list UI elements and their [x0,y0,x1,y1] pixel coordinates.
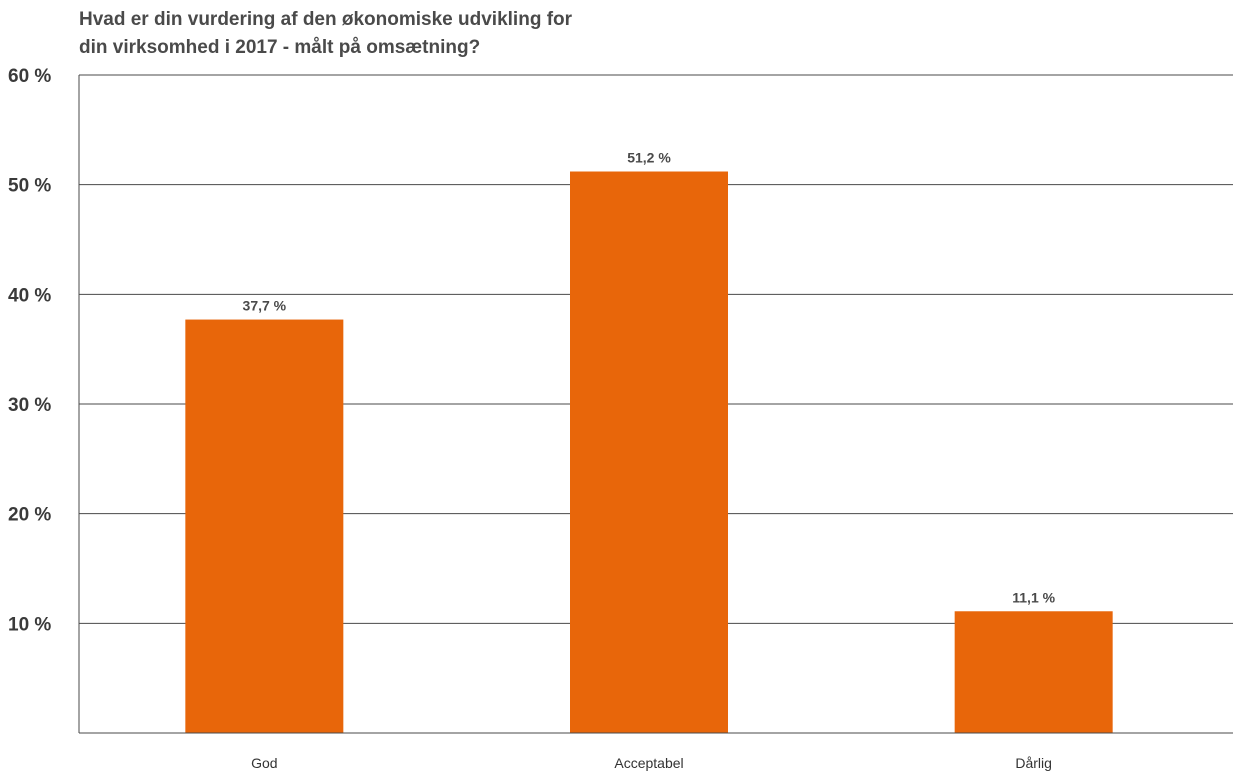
y-axis-ticks: 10 % 20 % 30 % 40 % 50 % 60 % [8,66,51,635]
y-tick-label: 50 % [8,176,51,197]
x-tick-label: Acceptabel [614,755,683,771]
bar-acceptabel [570,171,728,734]
x-tick-label: Dårlig [1015,755,1052,771]
y-tick-label: 30 % [8,395,51,416]
y-tick-label: 40 % [8,285,51,306]
y-tick-label: 10 % [8,614,51,635]
chart-title-line-1: Hvad er din vurdering af den økonomiske … [79,9,573,30]
chart-title: Hvad er din vurdering af den økonomiske … [79,6,839,62]
chart-title-line-2: din virksomhed i 2017 - målt på omsætnin… [79,37,481,58]
bar-god [185,319,344,733]
bar-dårlig [954,611,1113,733]
x-tick-label: God [251,755,277,771]
x-axis-ticks: God Acceptabel Dårlig [251,755,1052,771]
bars [185,171,1113,734]
data-label: 51,2 % [627,150,671,166]
data-label: 11,1 % [1012,589,1055,605]
data-label: 37,7 % [243,298,287,314]
y-tick-label: 60 % [8,66,51,87]
data-labels: 37,7 % 51,2 % 11,1 % [243,150,1056,606]
y-tick-label: 20 % [8,505,51,526]
